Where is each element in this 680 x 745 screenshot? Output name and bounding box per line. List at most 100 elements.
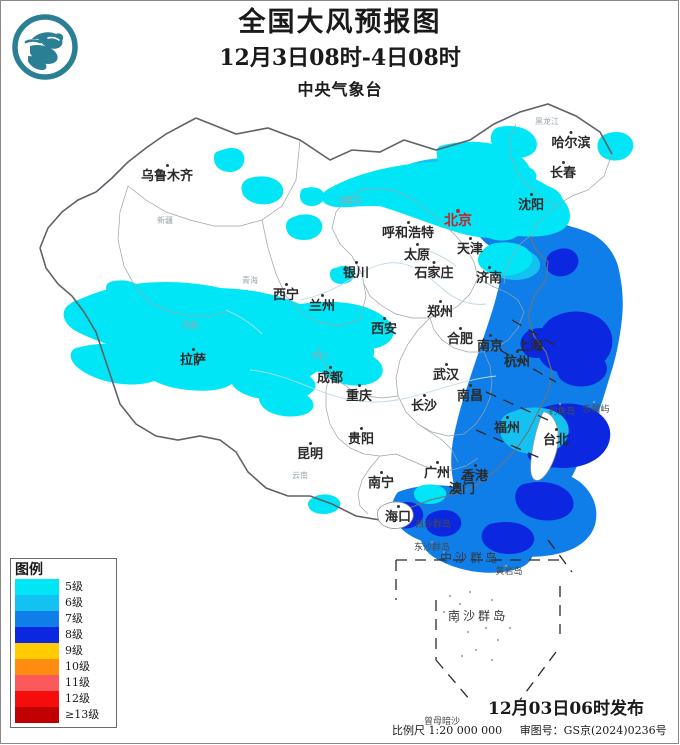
city-marker-dot: [515, 350, 519, 353]
city-marker-dot: [406, 221, 410, 224]
city-marker-dot: [308, 442, 312, 445]
city-label-19: 成都: [317, 366, 343, 385]
city-label-17: 上海: [517, 334, 543, 353]
city-label-22: 重庆: [346, 384, 372, 403]
map-approval-number: 审图号：GS京(2024)0236号: [519, 724, 667, 737]
city-label-11: 兰州: [309, 294, 335, 313]
city-marker-dot: [359, 427, 363, 430]
legend-row: 7级: [15, 611, 112, 627]
province-label: 青海: [242, 276, 258, 285]
city-marker-dot: [444, 363, 448, 366]
city-marker-dot: [396, 505, 400, 508]
legend-swatch: [15, 595, 59, 611]
legend-row: 5级: [15, 579, 112, 595]
city-marker-dot: [165, 164, 169, 167]
city-label-15: 合肥: [447, 327, 473, 346]
city-marker-dot: [460, 477, 464, 480]
legend-label: 6级: [65, 596, 83, 609]
city-marker-dot: [415, 243, 419, 246]
province-label: 黑龙江: [535, 117, 559, 126]
legend-label: 9级: [65, 644, 83, 657]
sea-label: 南沙群岛: [447, 609, 509, 623]
legend-row: 10级: [15, 659, 112, 675]
city-marker-dot: [438, 300, 442, 303]
nine-dash-line: [395, 319, 573, 701]
legend-label: 10级: [65, 660, 90, 673]
province-label: 内蒙古: [338, 196, 362, 205]
city-label-20: 武汉: [433, 363, 459, 382]
legend-title: 图例: [15, 562, 43, 578]
map-scale: 比例尺 1:20 000 000: [392, 724, 503, 737]
city-label-8: 济南: [476, 266, 502, 285]
city-marker-dot: [432, 261, 436, 264]
province-label: 西藏: [182, 321, 198, 330]
city-label-31: 南宁: [368, 471, 394, 490]
sea-label: 黄岩岛: [495, 567, 523, 577]
city-marker-dot: [357, 384, 361, 387]
province-label: 四川: [312, 351, 328, 360]
sea-label: 钓鱼岛: [548, 407, 576, 417]
legend-row: ≥13级: [15, 707, 112, 723]
legend-swatch: [15, 627, 59, 643]
city-label-24: 福州: [494, 416, 520, 435]
legend-box: 图例 5级 6级 7级 8级 9级 10级 11级 12级 ≥13级: [10, 558, 117, 728]
city-marker-dot: [328, 366, 332, 369]
city-marker-dot: [561, 161, 565, 164]
city-label-13: 西安: [371, 317, 397, 336]
legend-swatch: [15, 579, 59, 595]
legend-swatch: [15, 691, 59, 707]
city-marker-dot: [382, 317, 386, 320]
sea-label: 中沙群岛: [439, 551, 501, 565]
city-marker-dot: [554, 428, 558, 431]
city-label-7: 石家庄: [414, 261, 454, 280]
city-marker-dot: [456, 209, 460, 213]
city-label-16: 南京: [477, 334, 503, 353]
city-marker-dot: [354, 261, 358, 264]
city-marker-dot: [422, 394, 426, 397]
legend-swatch: [15, 611, 59, 627]
hainan-island: [377, 501, 414, 529]
rivers: [225, 247, 497, 403]
city-marker-dot: [435, 461, 439, 464]
legend-row: 6级: [15, 595, 112, 611]
city-label-5: 天津: [457, 237, 483, 256]
legend-label: 11级: [65, 676, 90, 689]
city-marker-dot: [473, 464, 477, 467]
sea-label: 赤尾屿: [582, 405, 610, 415]
city-marker-dot: [528, 334, 532, 337]
legend-label: 12级: [65, 692, 90, 705]
legend-row: 9级: [15, 643, 112, 659]
legend-label: 5级: [65, 580, 83, 593]
city-label-25: 台北: [543, 428, 569, 447]
city-marker-dot: [191, 348, 195, 351]
city-label-14: 拉萨: [180, 348, 206, 367]
city-marker-dot: [488, 334, 492, 337]
province-label: 新疆: [157, 216, 173, 225]
city-label-6: 太原: [404, 243, 430, 262]
legend-row: 12级: [15, 691, 112, 707]
city-label-21: 南昌: [457, 384, 483, 403]
sea-label: 东沙群岛: [413, 543, 451, 553]
cma-dragon-logo: [12, 14, 78, 80]
city-label-10: 西宁: [273, 283, 299, 302]
legend-swatch: [15, 675, 59, 691]
city-label-30: 澳门: [449, 477, 475, 496]
city-marker-dot: [487, 266, 491, 269]
wind-field-level5: [63, 126, 634, 514]
city-label-1: 长春: [550, 161, 576, 180]
legend-swatch: [15, 707, 59, 723]
legend-swatch: [15, 643, 59, 659]
issue-time: 12月03日06时发布: [488, 699, 644, 719]
legend-label: ≥13级: [65, 708, 100, 721]
legend-label: 8级: [65, 628, 83, 641]
footer-line: 比例尺 1:20 000 000 审图号：GS京(2024)0236号: [392, 722, 680, 738]
city-marker-dot: [468, 384, 472, 387]
city-marker-dot: [284, 283, 288, 286]
city-label-capital: 北京: [444, 209, 472, 228]
city-label-12: 郑州: [427, 300, 453, 319]
city-label-2: 沈阳: [518, 193, 544, 212]
city-label-9: 银川: [343, 261, 369, 280]
sea-label: 西沙群岛: [414, 520, 452, 530]
city-label-27: 昆明: [297, 442, 323, 461]
